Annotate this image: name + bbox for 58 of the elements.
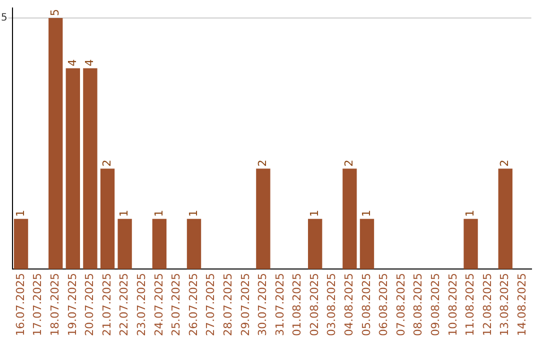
x-tick-label: 14.08.2025 <box>516 273 529 336</box>
bar <box>14 218 28 270</box>
x-tick-label: 12.08.2025 <box>480 273 494 336</box>
bar <box>83 68 98 270</box>
bar <box>360 218 374 270</box>
x-tick-label: 24.07.2025 <box>152 273 166 336</box>
x-tick-label: 23.07.2025 <box>134 273 148 336</box>
x-tick-label: 21.07.2025 <box>100 273 114 336</box>
data-label: 2 <box>256 160 270 167</box>
x-tick-label: 05.08.2025 <box>360 273 373 336</box>
data-label: 1 <box>360 210 373 217</box>
x-tick-label: 31.07.2025 <box>273 273 286 336</box>
x-tick-label: 10.08.2025 <box>446 273 460 336</box>
data-label: 1 <box>464 210 477 217</box>
x-tick-label: 17.07.2025 <box>31 273 44 336</box>
data-label: 2 <box>100 160 114 167</box>
bar <box>152 218 166 270</box>
x-tick-label: 16.07.2025 <box>14 273 27 336</box>
x-tick-label: 30.07.2025 <box>256 273 270 336</box>
x-tick-label: 02.08.2025 <box>308 273 321 336</box>
x-tick-label: 01.08.2025 <box>290 273 304 336</box>
data-label: 1 <box>308 210 321 217</box>
x-tick-label: 28.07.2025 <box>221 273 234 336</box>
x-tick-label: 25.07.2025 <box>170 273 183 336</box>
bar <box>100 168 115 270</box>
bar <box>48 18 63 270</box>
x-tick-label: 29.07.2025 <box>238 273 252 336</box>
x-tick-label: 07.08.2025 <box>394 273 408 336</box>
x-tick-label: 03.08.2025 <box>325 273 338 336</box>
x-tick-label: 06.08.2025 <box>377 273 390 336</box>
x-tick-label: 20.07.2025 <box>83 273 96 336</box>
data-label: 4 <box>83 59 96 66</box>
bar <box>186 218 202 270</box>
data-label: 1 <box>118 210 131 217</box>
x-tick-label: 22.07.2025 <box>118 273 131 336</box>
bar <box>256 168 270 270</box>
data-label: 1 <box>14 210 27 217</box>
x-tick-label: 09.08.2025 <box>429 273 442 336</box>
x-tick-label: 11.08.2025 <box>464 273 477 336</box>
bar <box>342 168 357 270</box>
x-tick-label: 26.07.2025 <box>186 273 200 336</box>
data-label: 2 <box>498 160 512 167</box>
bar <box>498 168 512 270</box>
bar <box>118 218 132 270</box>
data-label: 4 <box>66 59 79 66</box>
x-tick-label: 13.08.2025 <box>498 273 512 336</box>
x-tick-label: 27.07.2025 <box>204 273 218 336</box>
data-label: 2 <box>342 160 356 167</box>
bar <box>308 218 322 270</box>
bar <box>464 218 478 270</box>
data-label: 5 <box>48 9 62 16</box>
x-tick-label: 19.07.2025 <box>66 273 79 336</box>
data-label: 1 <box>152 210 166 217</box>
x-tick-label: 18.07.2025 <box>48 273 62 336</box>
data-label: 1 <box>186 210 200 217</box>
x-tick-label: 04.08.2025 <box>342 273 356 336</box>
bar <box>66 68 80 270</box>
x-tick-label: 08.08.2025 <box>412 273 425 336</box>
